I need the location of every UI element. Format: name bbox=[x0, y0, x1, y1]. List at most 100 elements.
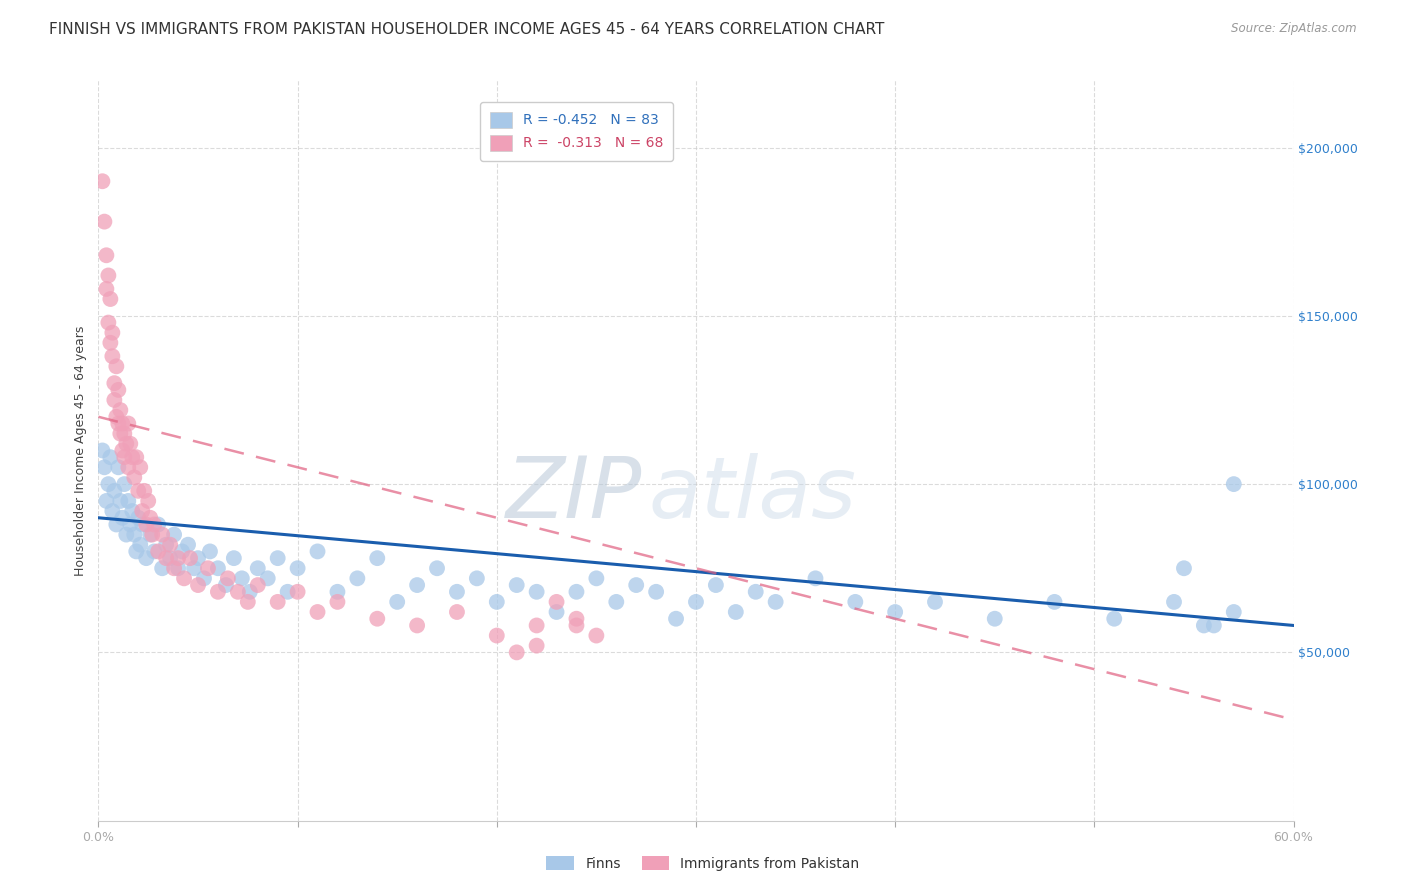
Point bbox=[236, 595, 259, 609]
Point bbox=[226, 584, 249, 599]
Point bbox=[105, 517, 128, 532]
Point bbox=[179, 551, 201, 566]
Text: atlas: atlas bbox=[648, 453, 856, 536]
Point bbox=[685, 595, 707, 609]
Point bbox=[96, 282, 118, 296]
Point bbox=[198, 544, 221, 558]
Point bbox=[117, 460, 139, 475]
Point bbox=[155, 538, 177, 552]
Point bbox=[193, 571, 215, 585]
Point bbox=[98, 335, 122, 350]
Point bbox=[110, 426, 132, 441]
Point bbox=[148, 517, 170, 532]
Point bbox=[111, 443, 134, 458]
Point bbox=[207, 584, 229, 599]
Point bbox=[526, 584, 548, 599]
Point bbox=[485, 595, 508, 609]
Point bbox=[163, 527, 186, 541]
Point bbox=[585, 628, 607, 642]
Point bbox=[215, 578, 238, 592]
Point bbox=[127, 483, 149, 498]
Point bbox=[124, 470, 146, 484]
Point bbox=[406, 618, 429, 632]
Text: FINNISH VS IMMIGRANTS FROM PAKISTAN HOUSEHOLDER INCOME AGES 45 - 64 YEARS CORREL: FINNISH VS IMMIGRANTS FROM PAKISTAN HOUS… bbox=[49, 22, 884, 37]
Point bbox=[98, 450, 122, 465]
Point bbox=[326, 595, 349, 609]
Point bbox=[506, 645, 529, 659]
Point bbox=[485, 628, 508, 642]
Point bbox=[159, 538, 181, 552]
Point bbox=[724, 605, 747, 619]
Point bbox=[1202, 618, 1225, 632]
Point bbox=[704, 578, 727, 592]
Point bbox=[197, 561, 219, 575]
Point bbox=[91, 174, 114, 188]
Point bbox=[143, 517, 166, 532]
Point bbox=[446, 584, 468, 599]
Point bbox=[131, 517, 153, 532]
Point bbox=[121, 450, 143, 465]
Point bbox=[665, 612, 688, 626]
Point bbox=[136, 494, 159, 508]
Point bbox=[526, 639, 548, 653]
Point bbox=[844, 595, 866, 609]
Point bbox=[526, 618, 548, 632]
Point bbox=[103, 483, 125, 498]
Point bbox=[173, 571, 195, 585]
Point bbox=[159, 551, 181, 566]
Point bbox=[139, 527, 162, 541]
Point bbox=[112, 426, 135, 441]
Point bbox=[129, 538, 152, 552]
Point bbox=[565, 584, 588, 599]
Point bbox=[131, 504, 153, 518]
Point bbox=[135, 551, 157, 566]
Point bbox=[307, 605, 329, 619]
Point bbox=[346, 571, 368, 585]
Point bbox=[183, 561, 205, 575]
Point bbox=[884, 605, 907, 619]
Point bbox=[1043, 595, 1066, 609]
Point bbox=[96, 494, 118, 508]
Point bbox=[124, 527, 146, 541]
Point bbox=[105, 409, 128, 424]
Point bbox=[187, 551, 209, 566]
Point bbox=[167, 551, 190, 566]
Text: Source: ZipAtlas.com: Source: ZipAtlas.com bbox=[1232, 22, 1357, 36]
Point bbox=[239, 584, 262, 599]
Point bbox=[163, 561, 186, 575]
Point bbox=[1223, 605, 1246, 619]
Point bbox=[112, 477, 135, 491]
Point bbox=[150, 561, 173, 575]
Point bbox=[565, 612, 588, 626]
Point bbox=[96, 248, 118, 262]
Point bbox=[546, 605, 568, 619]
Point bbox=[326, 584, 349, 599]
Point bbox=[117, 494, 139, 508]
Point bbox=[222, 551, 245, 566]
Point bbox=[366, 551, 388, 566]
Point bbox=[117, 417, 139, 431]
Point bbox=[366, 612, 388, 626]
Point bbox=[465, 571, 488, 585]
Point bbox=[645, 584, 668, 599]
Point bbox=[1223, 477, 1246, 491]
Point bbox=[546, 595, 568, 609]
Legend: Finns, Immigrants from Pakistan: Finns, Immigrants from Pakistan bbox=[541, 850, 865, 876]
Point bbox=[626, 578, 648, 592]
Point bbox=[924, 595, 946, 609]
Point bbox=[1163, 595, 1185, 609]
Point bbox=[110, 403, 132, 417]
Point bbox=[141, 527, 163, 541]
Point bbox=[97, 316, 120, 330]
Point bbox=[287, 584, 309, 599]
Point bbox=[217, 571, 239, 585]
Point bbox=[120, 517, 142, 532]
Point bbox=[93, 460, 115, 475]
Point bbox=[506, 578, 529, 592]
Point bbox=[105, 359, 128, 374]
Point bbox=[115, 527, 138, 541]
Point bbox=[984, 612, 1007, 626]
Point bbox=[127, 510, 149, 524]
Point bbox=[135, 517, 157, 532]
Point bbox=[1173, 561, 1195, 575]
